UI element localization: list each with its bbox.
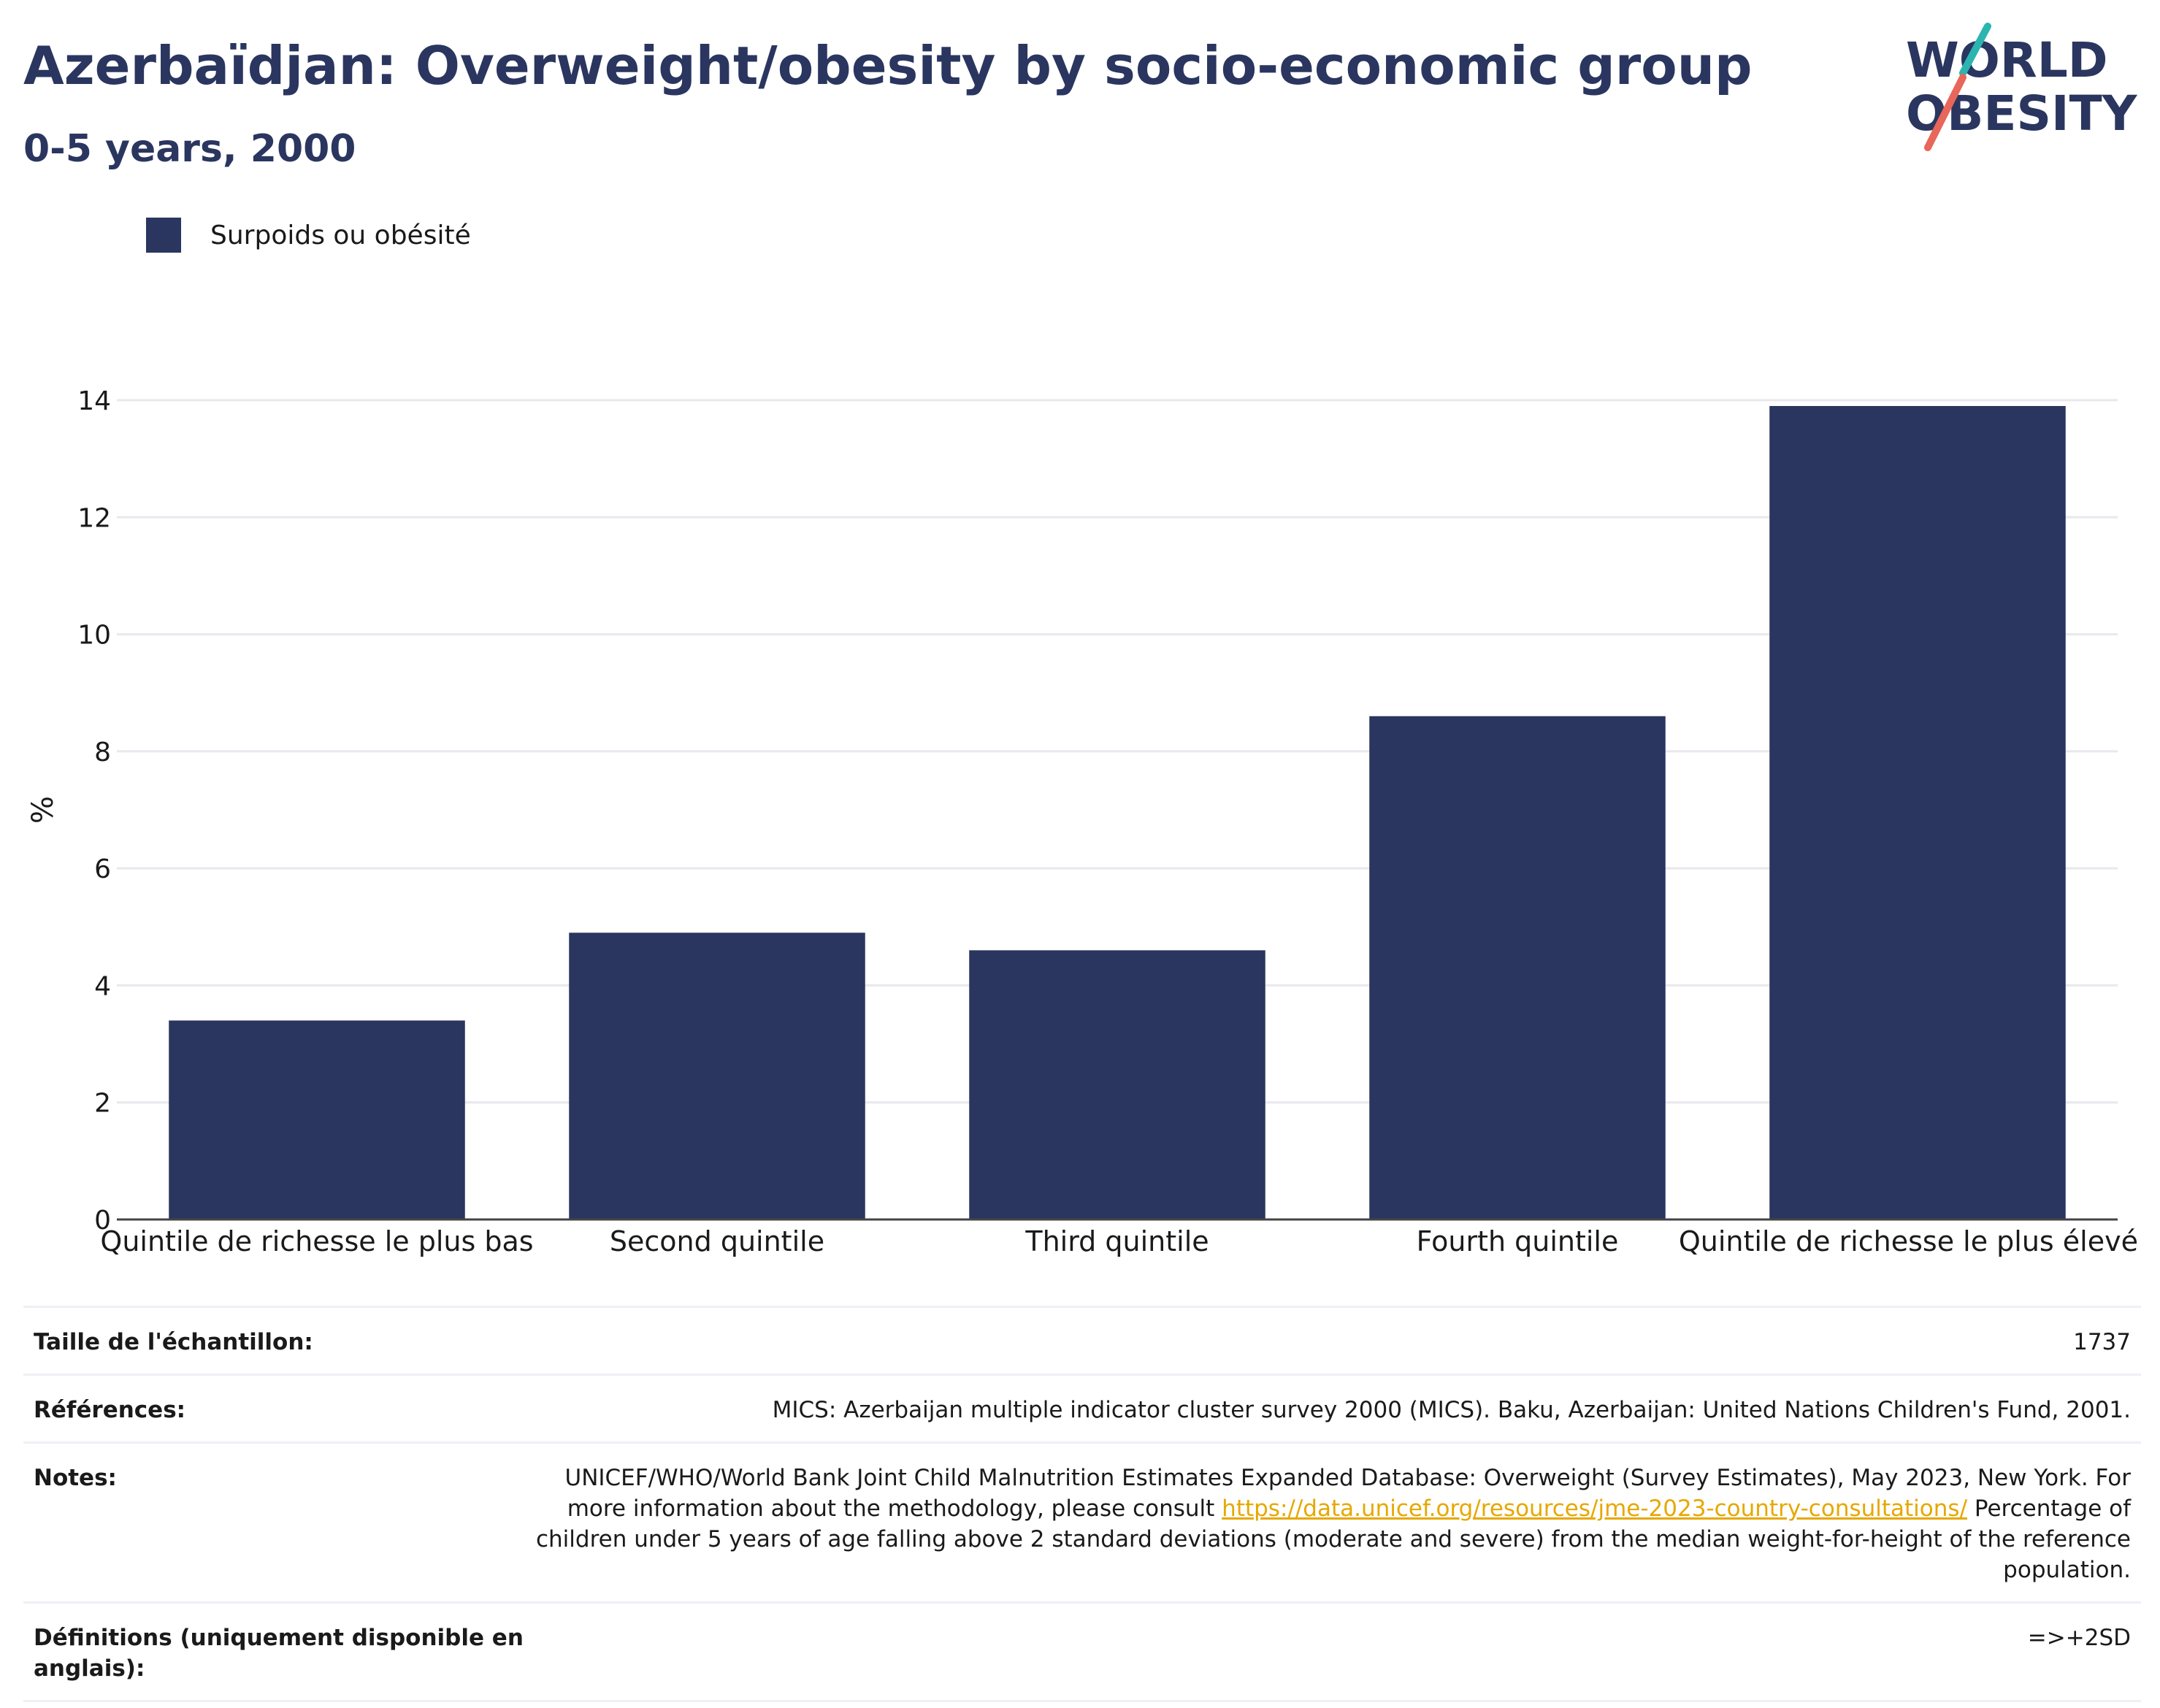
logo-line1: WORLD [1906,32,2108,88]
y-tick-label: 8 [94,738,111,767]
definitions-value: =>+2SD [2027,1625,2131,1651]
logo-slash-red [1924,74,1966,151]
definitions-label: Définitions (uniquement disponible en an… [34,1625,524,1682]
legend-label: Surpoids ou obésité [210,220,471,250]
x-tick-label: Quintile de richesse le plus élevé [1679,1225,2138,1257]
chart-subtitle: 0-5 years, 2000 [23,127,356,171]
bar [569,932,865,1219]
meta-row-references: Références: MICS: Azerbaijan multiple in… [23,1374,2141,1441]
y-tick-label: 0 [94,1206,111,1236]
x-tick-label: Fourth quintile [1417,1225,1619,1257]
y-tick-label: 10 [77,621,111,651]
sample-size-label: Taille de l'échantillon: [34,1329,313,1355]
notes-label: Notes: [34,1465,117,1491]
bar-chart: 0 2 4 6 8 10 12 14% Quintile de richesse le plus… [26,386,2138,1257]
bar [1369,716,1666,1219]
meta-row-definitions: Définitions (uniquement disponible en an… [23,1601,2141,1702]
notes-text-2: Percentage of children under 5 years of … [535,1496,2131,1583]
bar [169,1020,465,1219]
metadata-table: Taille de l'échantillon: 1737 Références… [23,1306,2141,1702]
x-tick-label: Quintile de richesse le plus bas [100,1225,533,1257]
notes-text-1: UNICEF/WHO/World Bank Joint Child Malnut… [564,1465,2132,1522]
x-tick-label: Second quintile [610,1225,824,1257]
references-value: MICS: Azerbaijan multiple indicator clus… [772,1397,2131,1423]
x-tick-label: Third quintile [1025,1225,1209,1257]
meta-row-sample-size: Taille de l'échantillon: 1737 [23,1306,2141,1374]
bar [1769,406,2066,1219]
meta-row-notes: Notes: UNICEF/WHO/World Bank Joint Child… [23,1441,2141,1601]
chart-legend[interactable]: Surpoids ou obésité [146,218,471,253]
notes-value: UNICEF/WHO/World Bank Joint Child Malnut… [530,1463,2131,1585]
references-label: Références: [34,1397,186,1423]
y-tick-label: 6 [94,854,111,884]
y-axis-label: % [26,796,60,824]
chart-title: Azerbaïdjan: Overweight/obesity by socio… [23,35,1753,96]
y-tick-label: 4 [94,971,111,1001]
y-tick-label: 14 [77,386,111,416]
notes-link[interactable]: https://data.unicef.org/resources/jme-20… [1222,1496,1968,1522]
legend-swatch [146,218,181,253]
world-obesity-logo: WORLD OBESITY [1906,23,2138,151]
bar [969,950,1265,1219]
sample-size-value: 1737 [2073,1329,2131,1355]
y-tick-label: 12 [77,503,111,533]
logo-slash-teal [1959,23,1991,77]
y-tick-label: 2 [94,1089,111,1119]
